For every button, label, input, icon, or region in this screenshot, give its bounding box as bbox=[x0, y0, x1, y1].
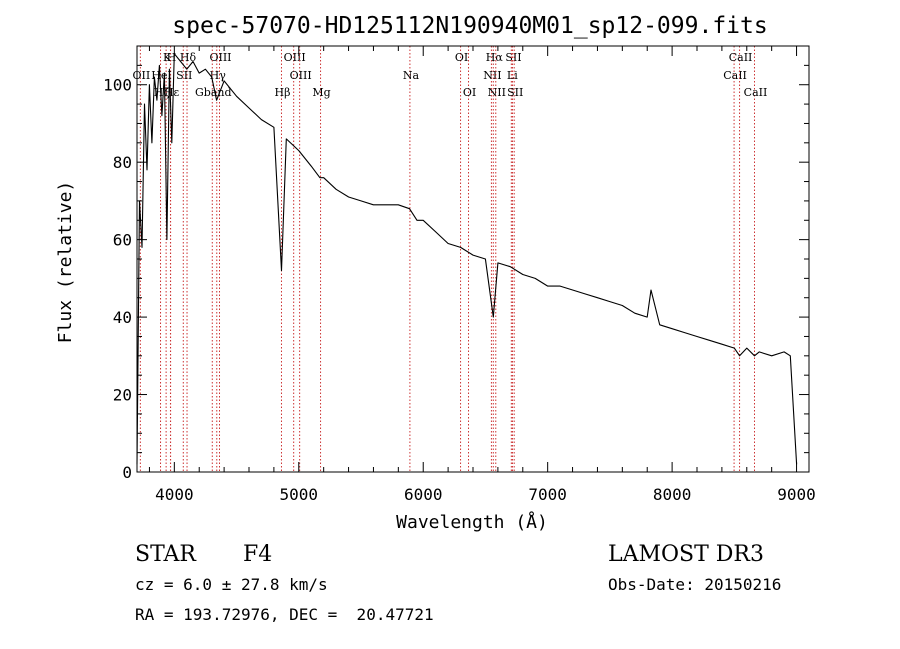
line-marker-label: OI bbox=[463, 86, 476, 99]
x-tick-label: 5000 bbox=[280, 485, 319, 504]
y-tick-label: 60 bbox=[113, 231, 132, 250]
line-marker-label: Hγ bbox=[210, 69, 227, 82]
spectrum-series-line bbox=[136, 53, 798, 465]
line-marker-label: Na bbox=[403, 69, 420, 82]
line-marker-label: OIII bbox=[209, 51, 231, 64]
line-marker-label: K bbox=[163, 51, 172, 64]
x-tick-label: 8000 bbox=[653, 485, 692, 504]
line-marker-label: CaII bbox=[723, 69, 747, 82]
y-tick-label: 0 bbox=[122, 463, 132, 482]
x-axis-label: Wavelength (Å) bbox=[396, 511, 548, 533]
spectrum-layer bbox=[136, 53, 798, 465]
line-marker-label: CaII bbox=[729, 51, 753, 64]
line-marker-label: Hα bbox=[486, 51, 504, 64]
line-marker-label: NII bbox=[488, 86, 506, 99]
redshift-readout: cz = 6.0 ± 27.8 km/s bbox=[135, 575, 328, 594]
line-marker-label: SII bbox=[176, 69, 192, 82]
line-marker-label: OIII bbox=[290, 69, 312, 82]
line-marker-label: Hδ bbox=[180, 51, 197, 64]
y-axis: 0 20 40 60 80 100 bbox=[103, 64, 809, 482]
line-marker-label: H bbox=[167, 51, 177, 64]
line-marker-label: Hβ bbox=[275, 86, 291, 99]
line-marker-label: OIII bbox=[284, 51, 306, 64]
y-tick-label: 80 bbox=[113, 153, 132, 172]
line-marker-label: OI bbox=[455, 51, 468, 64]
line-marker-label: Mg bbox=[312, 86, 330, 99]
x-tick-label: 9000 bbox=[777, 485, 816, 504]
plot-frame bbox=[136, 45, 810, 473]
line-marker-label: NII bbox=[483, 69, 501, 82]
x-tick-label: 6000 bbox=[404, 485, 443, 504]
x-tick-label: 7000 bbox=[528, 485, 567, 504]
line-marker-label: SII bbox=[507, 86, 523, 99]
line-marker-label: HeI bbox=[151, 69, 171, 82]
chart-title: spec-57070-HD125112N190940M01_sp12-099.f… bbox=[172, 13, 767, 39]
obs-date: Obs-Date: 20150216 bbox=[608, 575, 781, 594]
line-marker-label: SII bbox=[505, 51, 521, 64]
x-tick-label: 4000 bbox=[155, 485, 194, 504]
line-marker-label: Gband bbox=[195, 86, 232, 99]
line-marker-label: Hε bbox=[164, 86, 180, 99]
object-class: STAR bbox=[135, 542, 197, 567]
line-marker-label: Li bbox=[507, 69, 518, 82]
coordinates: RA = 193.72976, DEC = 20.47721 bbox=[135, 605, 434, 624]
survey-name: LAMOST DR3 bbox=[608, 542, 764, 567]
x-axis: 4000 5000 6000 7000 8000 9000 bbox=[148, 46, 816, 504]
line-marker-label: CaII bbox=[744, 86, 768, 99]
y-axis-label: Flux (relative) bbox=[55, 181, 76, 344]
y-tick-label: 40 bbox=[113, 308, 132, 327]
y-tick-label: 100 bbox=[103, 76, 132, 95]
object-subclass: F4 bbox=[243, 542, 272, 567]
line-marker-label: OII bbox=[133, 69, 151, 82]
y-tick-label: 20 bbox=[113, 386, 132, 405]
